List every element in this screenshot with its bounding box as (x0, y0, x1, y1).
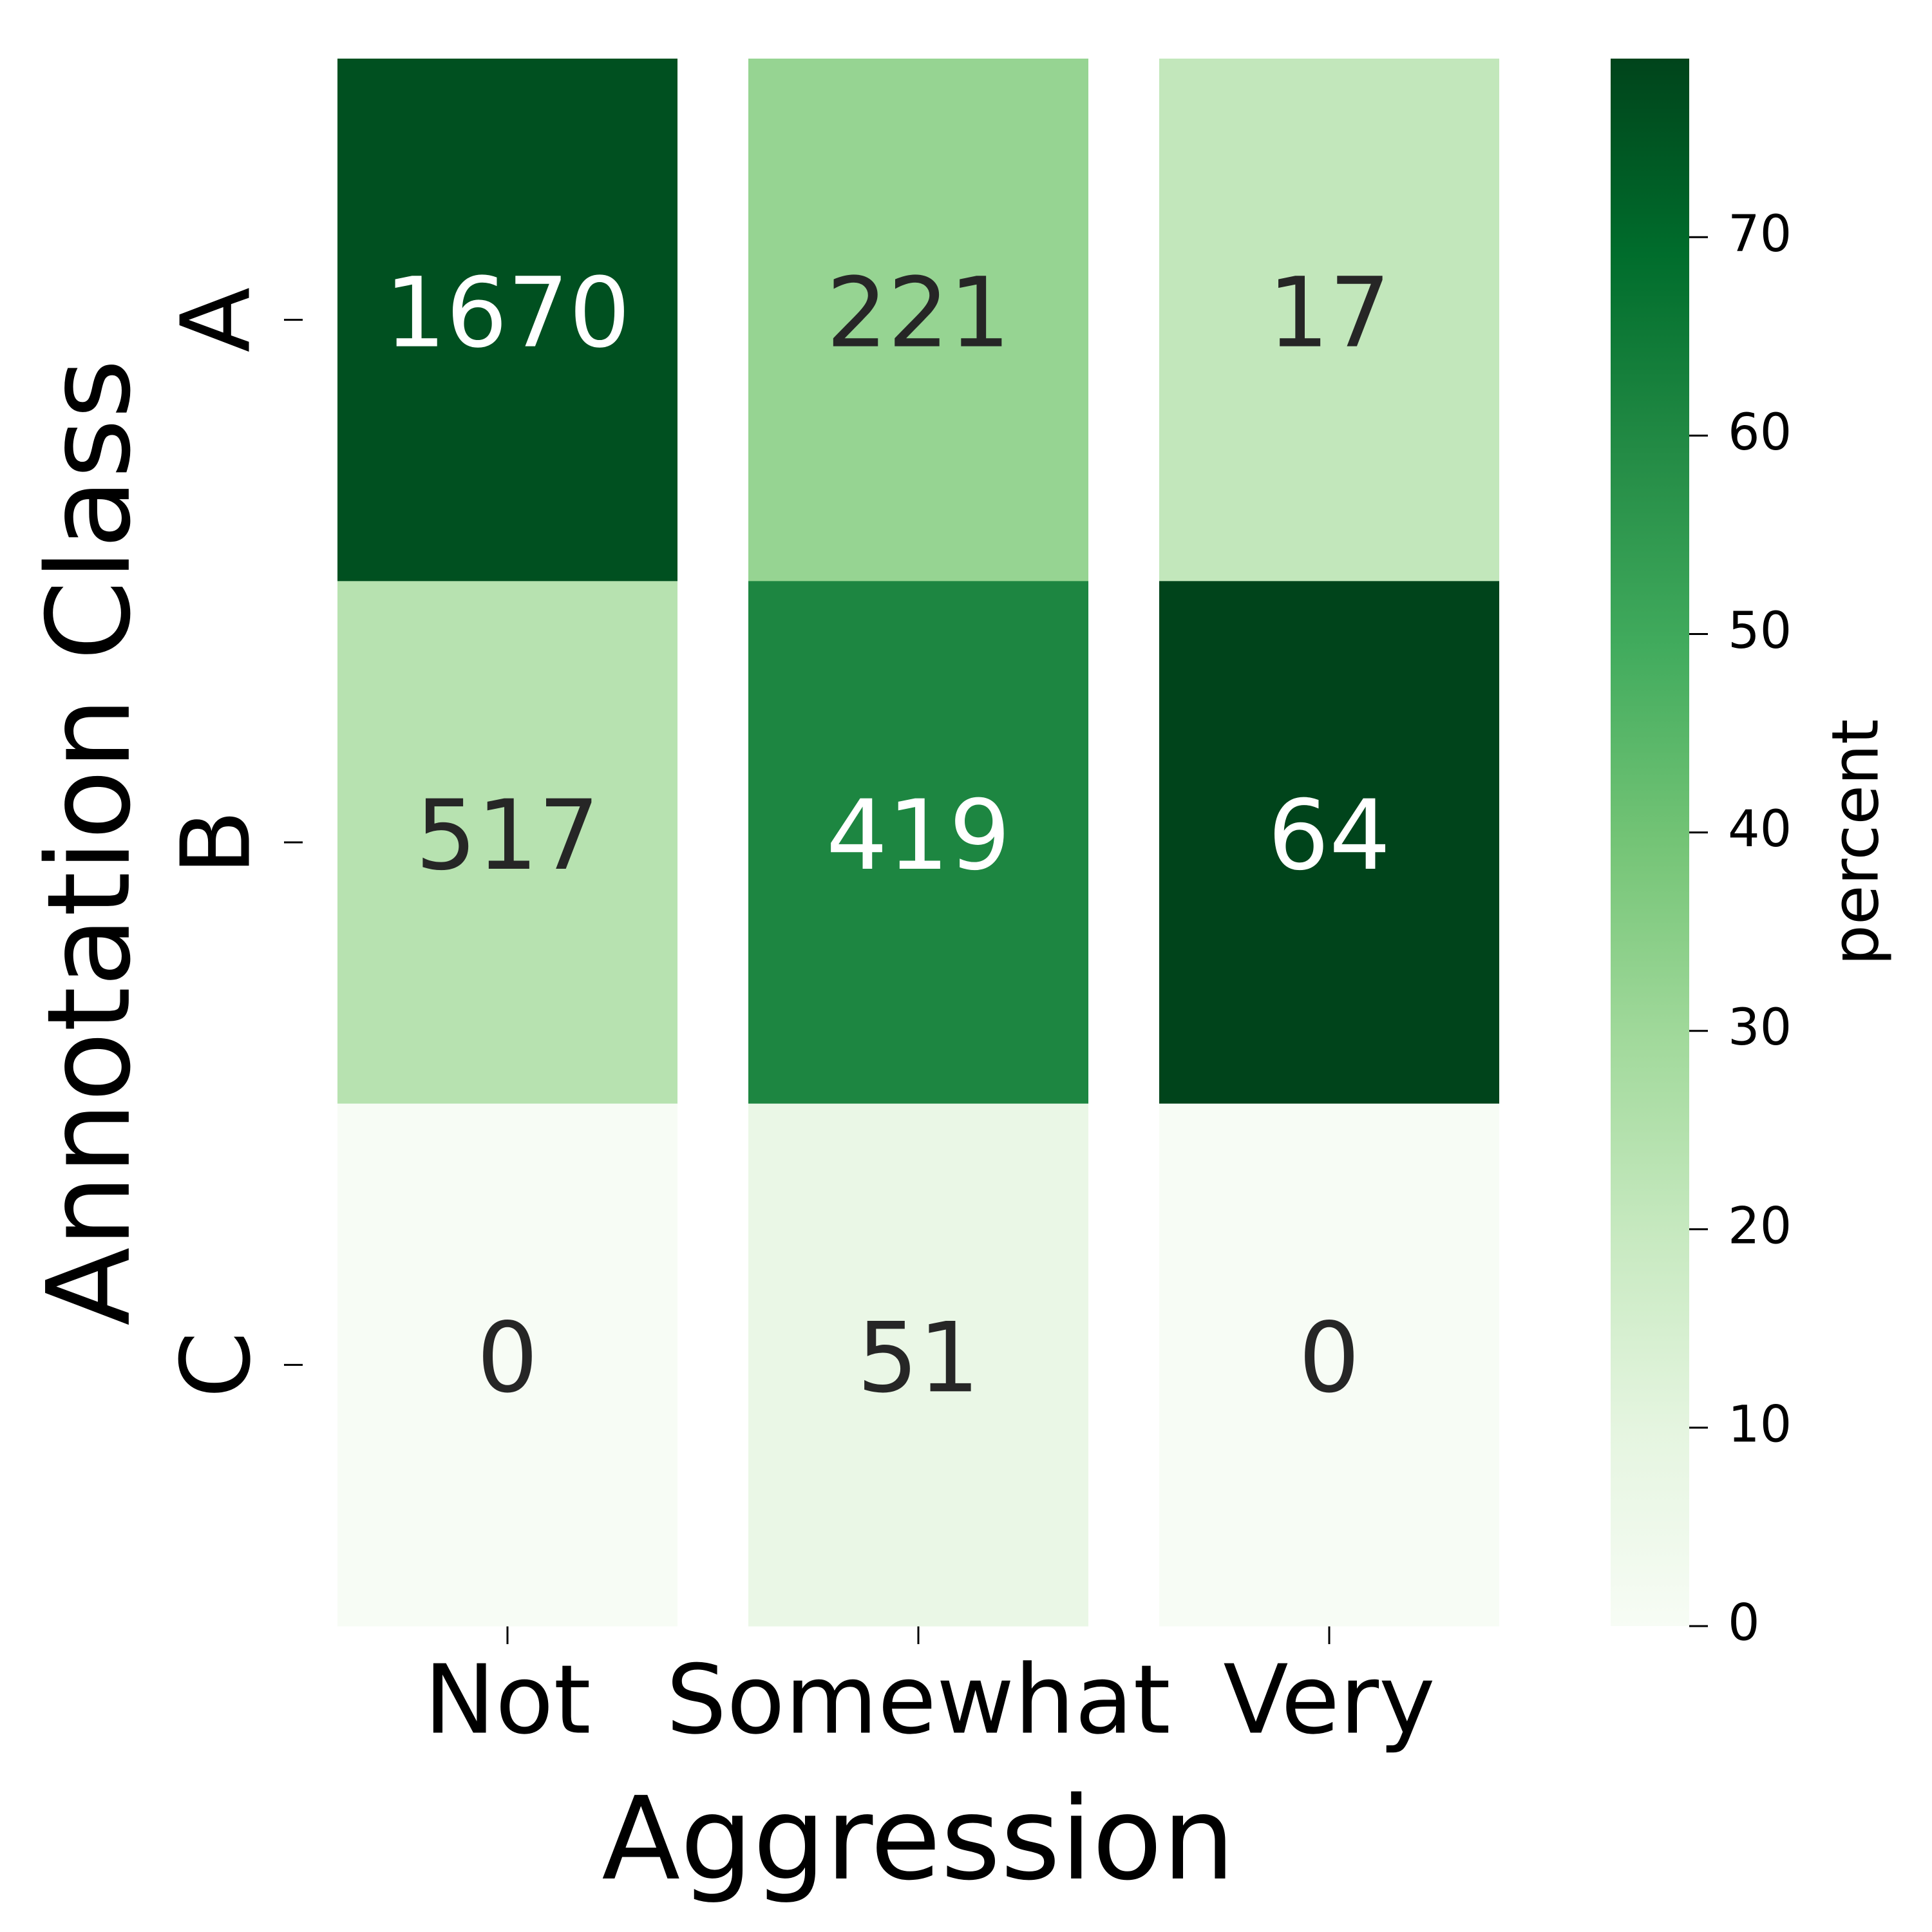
heatmap-cell (337, 1103, 677, 1627)
colorbar (1611, 59, 1689, 1626)
cell-label: 17 (1268, 258, 1391, 370)
heatmap-cell (1159, 1103, 1499, 1627)
heatmap-cell (1159, 59, 1499, 582)
colorbar-tick-label: 50 (1728, 602, 1792, 660)
cell-label: 1670 (384, 258, 630, 370)
heatmap-cell (337, 59, 677, 582)
heatmap-cell (748, 581, 1088, 1104)
cell-label: 51 (857, 1302, 980, 1414)
colorbar-tick-label: 40 (1728, 800, 1792, 858)
colorbar-tick-label: 70 (1728, 205, 1792, 263)
y-tick-label: C (161, 1332, 272, 1398)
colorbar-tick-label: 60 (1728, 404, 1792, 462)
cell-label: 0 (477, 1302, 538, 1414)
heatmap-cell (748, 59, 1088, 582)
heatmap-cell (748, 1103, 1088, 1627)
cell-label: 221 (826, 258, 1010, 370)
heatmap-cell (337, 581, 677, 1104)
colorbar-tick-label: 20 (1728, 1197, 1792, 1255)
x-tick-label: Not (424, 1645, 591, 1756)
y-tick-label: B (161, 810, 272, 875)
colorbar-tick-label: 10 (1728, 1396, 1792, 1454)
cell-label: 64 (1268, 780, 1391, 892)
y-axis-title: Annotation Class (23, 359, 156, 1325)
colorbar-label: percent (1817, 719, 1893, 965)
cell-label: 517 (415, 780, 600, 892)
x-tick-label: Somewhat (666, 1645, 1170, 1756)
x-tick-label: Very (1223, 1645, 1435, 1756)
colorbar-tick-label: 0 (1728, 1594, 1760, 1652)
x-axis-title: Aggression (601, 1772, 1235, 1906)
heatmap-cell (1159, 581, 1499, 1104)
cell-label: 0 (1298, 1302, 1359, 1414)
colorbar-tick-label: 30 (1728, 999, 1792, 1057)
y-tick-label: A (161, 287, 272, 352)
cell-label: 419 (826, 780, 1010, 892)
